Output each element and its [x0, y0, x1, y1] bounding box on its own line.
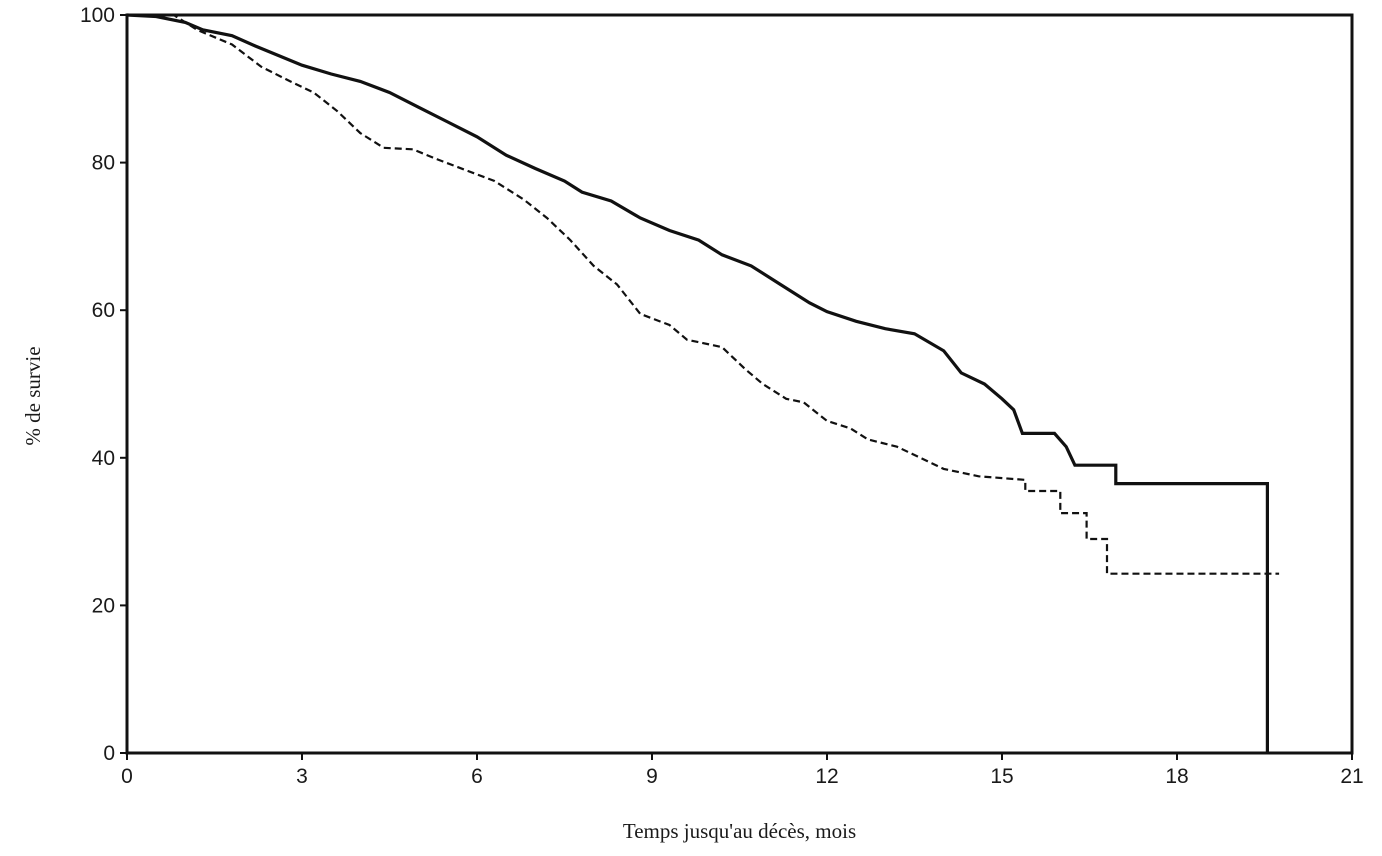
y-axis: 0 20 40 60 80 100: [80, 4, 127, 765]
series-line-solid: [126, 13, 1269, 753]
series-line-dashed: [127, 13, 1280, 575]
y-tick-label-0: 0: [103, 742, 115, 765]
series-layer: [126, 13, 1280, 753]
y-tick-label-20: 20: [92, 594, 115, 617]
x-tick-label-18: 18: [1165, 765, 1188, 788]
x-tick-label-9: 9: [646, 765, 658, 788]
x-tick-label-21: 21: [1340, 765, 1363, 788]
y-tick-label-60: 60: [92, 299, 115, 322]
plot-frame: [125, 13, 1354, 755]
x-tick-label-0: 0: [121, 765, 133, 788]
x-tick-label-6: 6: [471, 765, 483, 788]
y-tick-label-80: 80: [92, 152, 115, 175]
x-axis-label: Temps jusqu'au décès, mois: [623, 819, 856, 843]
x-tick-label-3: 3: [296, 765, 308, 788]
y-axis-label: % de survie: [21, 346, 45, 445]
y-tick-label-100: 100: [80, 4, 115, 27]
x-axis: 0 3 6 9 12 15 18 21: [121, 753, 1364, 788]
x-tick-label-12: 12: [815, 765, 838, 788]
y-tick-label-40: 40: [92, 447, 115, 470]
x-tick-label-15: 15: [990, 765, 1013, 788]
